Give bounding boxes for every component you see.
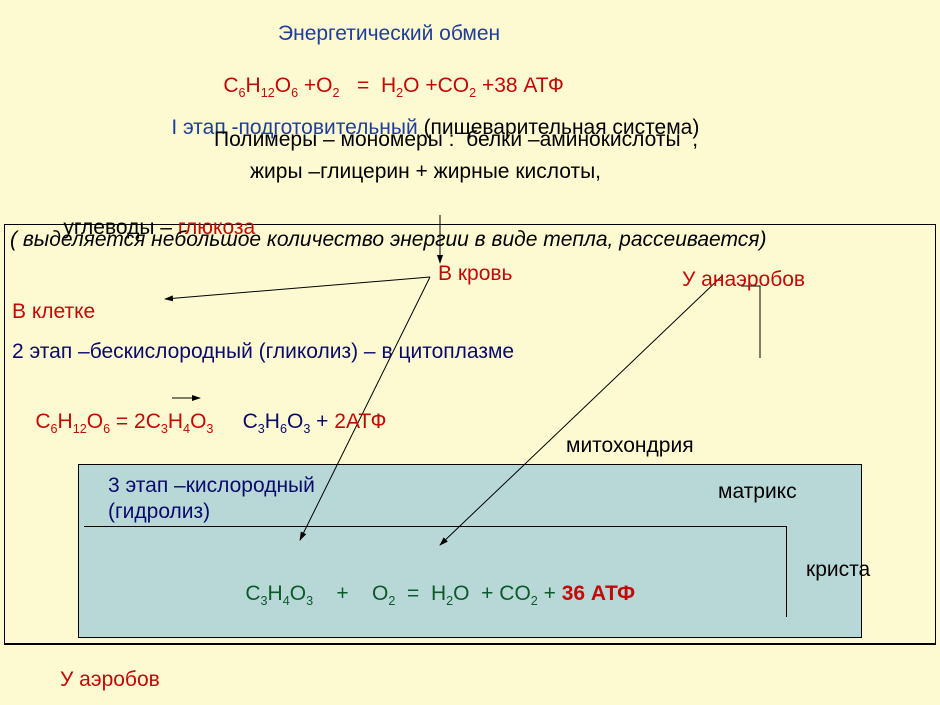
stage2-line: 2 этап –бескислородный (гликолиз) – в ци… <box>12 340 514 364</box>
heat-note: ( выделяется небольшое количество энерги… <box>10 228 766 252</box>
in-cell-label: В клетке <box>12 300 95 324</box>
slide: Энергетический обмен C6H12O6 +O2 = H2O +… <box>0 0 940 705</box>
mitochondrion-label: митохондрия <box>566 434 694 458</box>
stage3-line2: (гидролиз) <box>108 500 210 524</box>
polymers-line: Полимеры – мономеры : белки –аминокислот… <box>214 128 698 152</box>
matrix-label: матрикс <box>718 480 797 504</box>
anaerobes-label: У анаэробов <box>682 268 805 292</box>
fats-line: жиры –глицерин + жирные кислоты, <box>250 160 601 184</box>
glycolysis-equation: C6H12O6 = 2C3H4O3 C3H6O3 + 2АТФ <box>12 386 386 458</box>
stage3-line1: 3 этап –кислородный <box>108 474 315 498</box>
crista-label: криста <box>806 558 870 582</box>
aerobes-label: У аэробов <box>60 668 160 692</box>
hydrolysis-equation: C3H4O3 + O2 = H2O + CO2 + 36 АТФ <box>222 558 635 630</box>
slide-title: Энергетический обмен <box>278 22 500 46</box>
to-blood-label: В кровь <box>438 262 512 286</box>
